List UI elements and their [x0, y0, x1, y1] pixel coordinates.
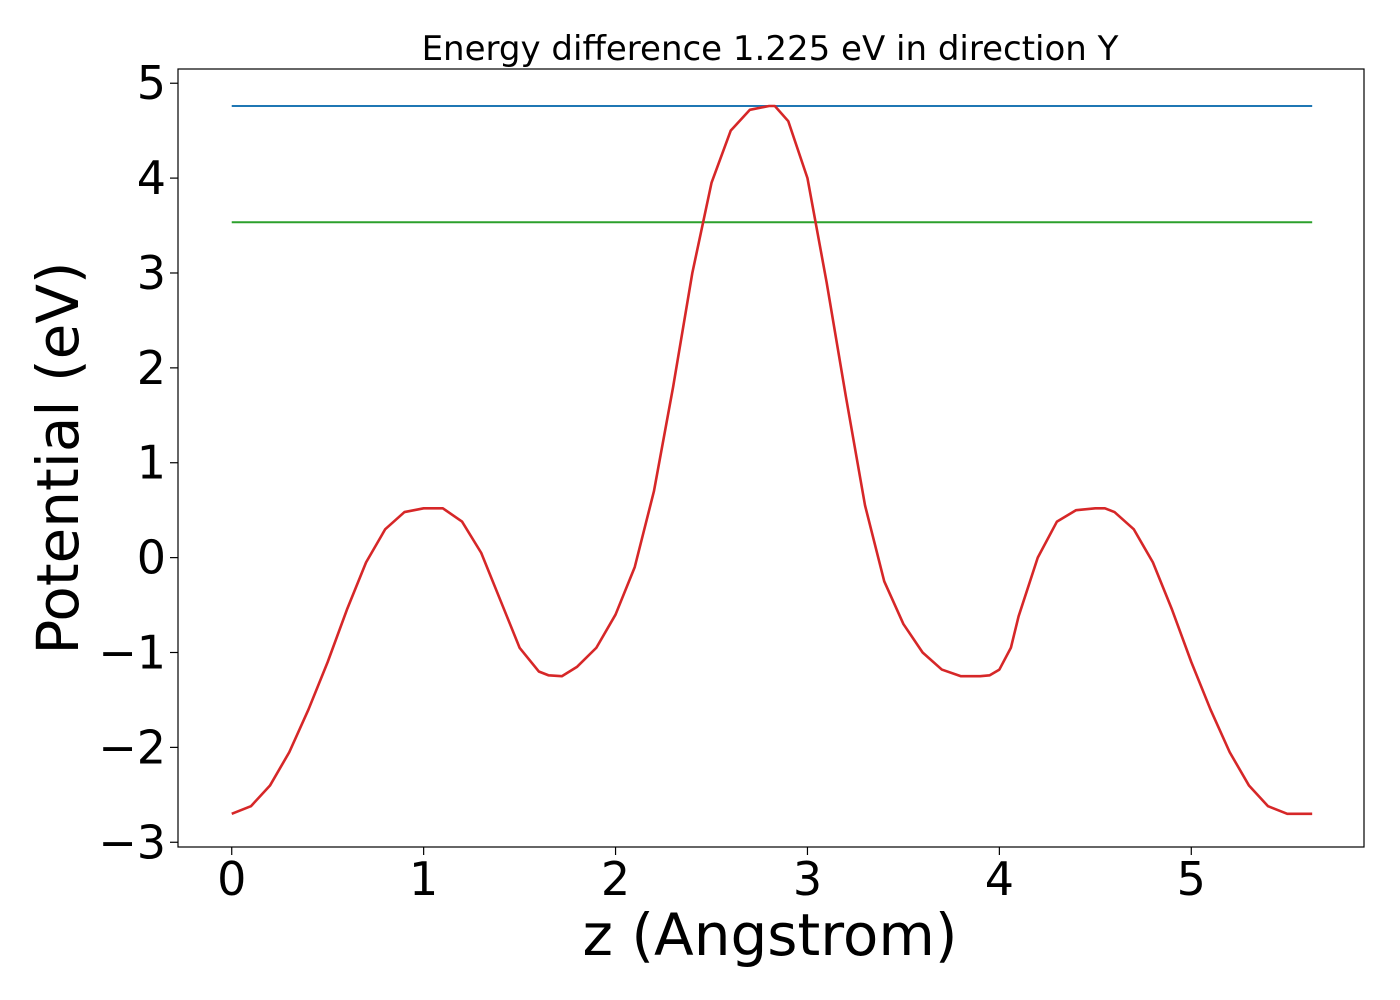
y-tick-label: 2	[137, 341, 166, 395]
y-tick-label: −2	[98, 720, 166, 774]
chart-title: Energy difference 1.225 eV in direction …	[422, 29, 1119, 69]
y-tick-label: −3	[98, 815, 166, 869]
y-tick-label: −1	[98, 626, 166, 680]
x-tick-label: 2	[601, 852, 630, 906]
y-axis: −3 −2 −1 0 1 2 3 4 5	[98, 56, 178, 869]
x-tick-label: 0	[217, 852, 246, 906]
x-tick-label: 1	[409, 852, 438, 906]
series-line-1	[231, 104, 1313, 816]
y-tick-label: 3	[137, 246, 166, 300]
series-layer	[231, 104, 1313, 816]
x-tick-label: 3	[793, 852, 822, 906]
y-tick-label: 1	[137, 436, 166, 490]
y-tick-label: 0	[137, 531, 166, 585]
x-axis: 0 1 2 3 4 5	[217, 847, 1206, 906]
y-tick-label: 5	[137, 56, 166, 110]
y-tick-label: 4	[137, 151, 166, 205]
y-axis-label: Potential (eV)	[24, 261, 92, 654]
x-axis-label: z (Angstrom)	[583, 901, 958, 969]
x-tick-label: 4	[985, 852, 1014, 906]
x-tick-label: 5	[1177, 852, 1206, 906]
axes-frame	[177, 68, 1365, 848]
plot-area	[231, 104, 1313, 816]
